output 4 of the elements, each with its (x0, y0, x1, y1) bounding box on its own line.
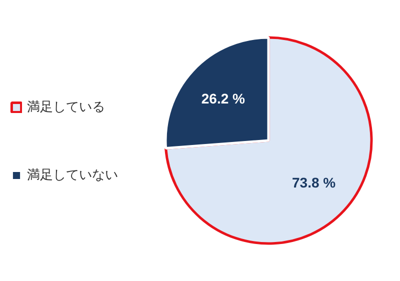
data-label: 73.8 % (292, 174, 336, 191)
data-label: 26.2 % (201, 90, 246, 106)
legend-label: 満足していない (27, 166, 118, 184)
legend-label: 満足している (27, 98, 105, 116)
